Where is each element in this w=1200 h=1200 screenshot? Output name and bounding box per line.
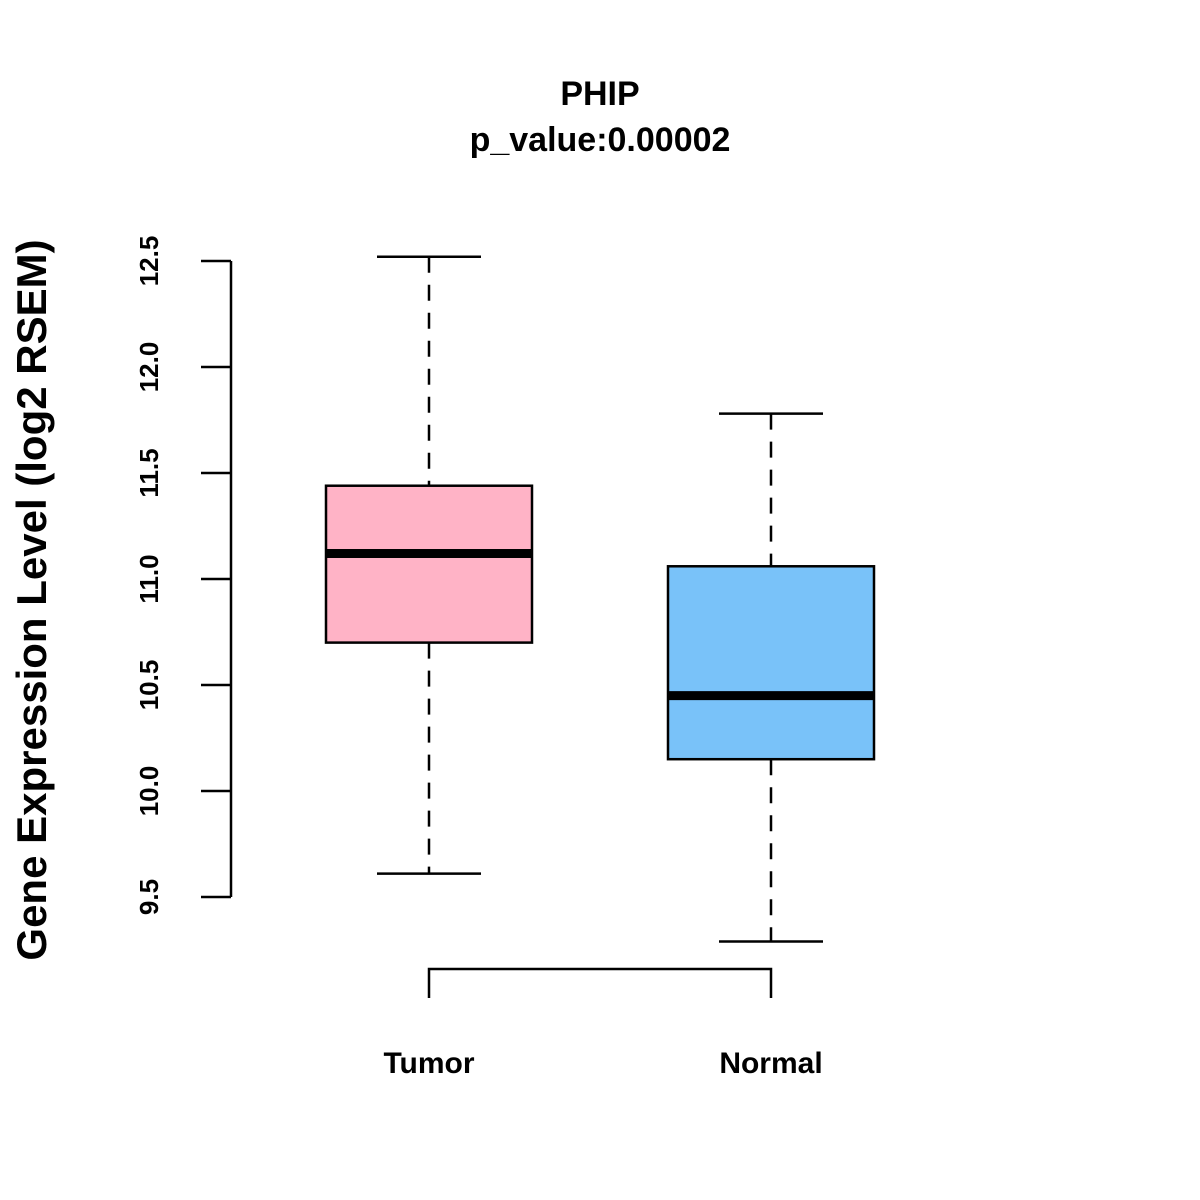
bracket-line (427, 967, 773, 998)
y-tick-label: 12.0 (134, 342, 164, 393)
boxes (324, 255, 876, 943)
y-tick-label: 12.5 (134, 236, 164, 287)
box-tumor (324, 255, 534, 875)
chart-title: PHIP (560, 75, 639, 113)
y-axis-label: Gene Expression Level (log2 RSEM) (8, 239, 55, 960)
iqr-box (666, 565, 876, 761)
y-tick-label: 10.5 (134, 660, 164, 711)
y-tick-label: 11.5 (134, 448, 164, 497)
y-tick-label: 9.5 (134, 879, 164, 915)
y-tick-label: 11.0 (134, 554, 164, 603)
x-label-normal: Normal (719, 1047, 822, 1080)
y-axis: 9.5 10.0 10.5 11.0 11.5 12.0 12.5 (134, 236, 233, 915)
x-axis-labels: Tumor Normal (383, 1047, 822, 1080)
box-normal (666, 412, 876, 943)
comparison-bracket (427, 967, 773, 998)
chart-subtitle: p_value:0.00002 (470, 121, 731, 159)
y-tick-label: 10.0 (134, 766, 164, 817)
x-label-tumor: Tumor (383, 1047, 474, 1080)
iqr-box (324, 484, 534, 644)
